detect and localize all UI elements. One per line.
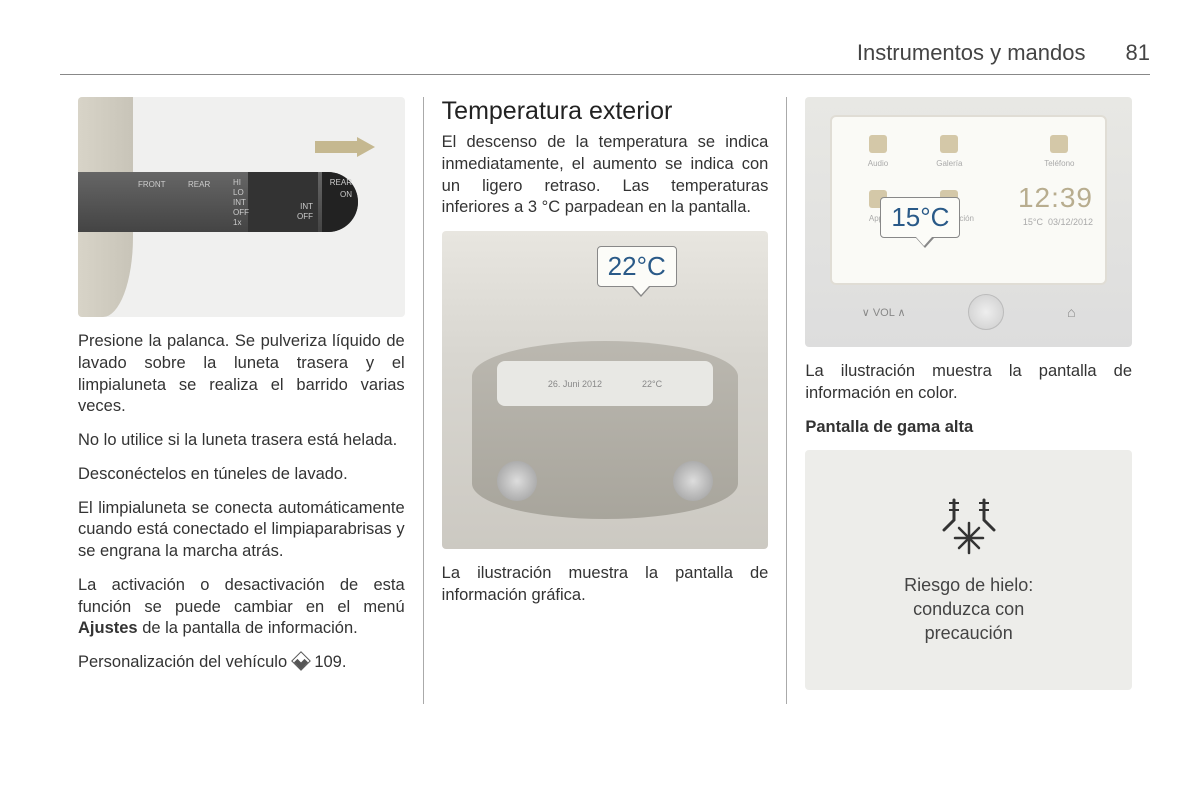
column-1: FRONT REAR HI LO INT OFF 1x INT OFF ON R… <box>60 97 423 704</box>
menu-gallery: Galería <box>914 127 985 182</box>
col1-para-2: No lo utilice si la luneta trasera está … <box>78 430 405 452</box>
col1-para-1: Presione la palanca. Se pulveriza líquid… <box>78 331 405 418</box>
col1-para-4: El limpialuneta se conecta automáticamen… <box>78 498 405 563</box>
col3-para-2: Pantalla de gama alta <box>805 417 1132 439</box>
col1-para-5: La activación o desactivación de esta fu… <box>78 575 405 640</box>
col1-p5-pre: La activación o desactivación de esta fu… <box>78 576 405 616</box>
label-1x: 1x <box>233 218 241 227</box>
column-3: Audio Galería Teléfono Apps Configuració… <box>786 97 1150 704</box>
radio-date: 26. Juni 2012 <box>548 379 602 389</box>
col3-para-1: La ilustración muestra la pantalla de in… <box>805 361 1132 405</box>
status-line: 15°C 03/12/2012 <box>1023 217 1093 227</box>
col1-p5-post: de la pantalla de información. <box>138 619 358 637</box>
page-header: Instrumentos y mandos 81 <box>60 40 1150 66</box>
reference-icon <box>291 651 311 671</box>
header-title: Instrumentos y mandos <box>857 40 1086 66</box>
touchscreen: Audio Galería Teléfono Apps Configuració… <box>830 115 1107 285</box>
home-icon: ⌂ <box>1067 304 1075 320</box>
label-front: FRONT <box>138 180 166 189</box>
settings-bold: Ajustes <box>78 619 138 637</box>
ice-line-1: Riesgo de hielo: <box>904 573 1033 597</box>
status-date: 03/12/2012 <box>1048 217 1093 227</box>
label-int2: INT <box>300 202 313 211</box>
ice-warning-icon <box>939 495 999 555</box>
radio-display: 26. Juni 2012 22°C <box>497 361 714 406</box>
label-on: ON <box>340 190 352 199</box>
power-button-icon <box>968 294 1004 330</box>
label-lo: LO <box>233 188 244 197</box>
label-int: INT <box>233 198 246 207</box>
hardware-button-row: ∨ VOL ∧ ⌂ <box>830 292 1107 332</box>
header-rule <box>60 74 1150 75</box>
col1-para-6: Personalización del vehículo 109. <box>78 652 405 674</box>
temp-badge-22c: 22°C <box>597 246 677 287</box>
menu-phone: Teléfono <box>1024 127 1095 182</box>
figure-radio-display: 22°C 26. Juni 2012 22°C <box>442 231 769 549</box>
column-2: Temperatura exterior El descenso de la t… <box>423 97 787 704</box>
col1-p6-text: Personalización del vehículo <box>78 653 292 671</box>
col2-para-1: El descenso de la temperatura se indica … <box>442 132 769 219</box>
section-heading-temp: Temperatura exterior <box>442 97 769 126</box>
radio-temp: 22°C <box>642 379 662 389</box>
figure-wiper-lever: FRONT REAR HI LO INT OFF 1x INT OFF ON R… <box>78 97 405 317</box>
label-off: OFF <box>233 208 249 217</box>
vol-down-icon: ∨ VOL ∧ <box>862 306 906 319</box>
clock: 12:39 <box>1018 182 1093 214</box>
figure-ice-warning: Riesgo de hielo: conduzca con precaución <box>805 450 1132 690</box>
label-rear2: REAR <box>330 178 352 187</box>
label-off2: OFF <box>297 212 313 221</box>
ice-line-2: conduzca con <box>904 597 1033 621</box>
wiper-lever: FRONT REAR HI LO INT OFF 1x INT OFF ON R… <box>78 172 358 232</box>
radio-knob-left <box>497 461 537 501</box>
status-temp: 15°C <box>1023 217 1043 227</box>
menu-audio: Audio <box>842 127 913 182</box>
ice-line-3: precaución <box>904 621 1033 645</box>
col1-p6-page: 109. <box>314 653 346 671</box>
label-hi: HI <box>233 178 241 187</box>
figure-color-display: Audio Galería Teléfono Apps Configuració… <box>805 97 1132 347</box>
label-rear: REAR <box>188 180 210 189</box>
col2-para-2: La ilustración muestra la pantalla de in… <box>442 563 769 607</box>
temp-badge-15c: 15°C <box>880 197 960 238</box>
col1-para-3: Desconéctelos en túneles de lavado. <box>78 464 405 486</box>
page-number: 81 <box>1126 40 1150 66</box>
push-arrow-icon <box>315 132 375 162</box>
ice-warning-text: Riesgo de hielo: conduzca con precaución <box>904 573 1033 646</box>
